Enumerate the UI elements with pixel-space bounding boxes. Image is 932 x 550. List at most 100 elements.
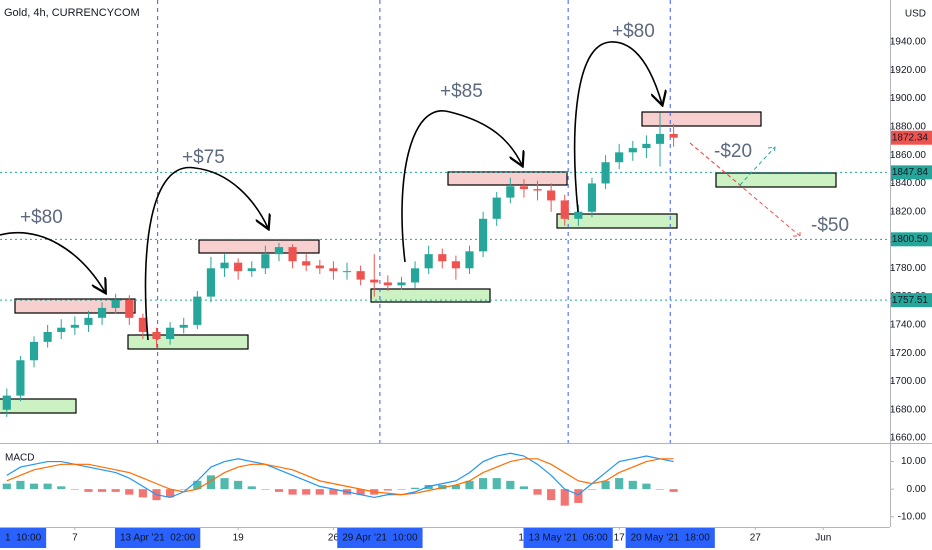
level-label: 1800.50 (892, 234, 929, 245)
candle-body (70, 324, 79, 328)
histogram-bar (234, 480, 243, 490)
histogram-bar (383, 489, 392, 491)
histogram-bar (220, 478, 229, 490)
arrow (0, 232, 105, 292)
histogram-bar (193, 480, 202, 490)
candle-body (29, 341, 39, 361)
level-label: 1757.51 (892, 295, 929, 306)
level-label: 1847.84 (892, 167, 929, 178)
histogram-bar (601, 480, 610, 490)
candle-body (587, 183, 597, 212)
event-label-bg (337, 528, 423, 548)
candle-body (152, 331, 161, 340)
histogram-bar (166, 489, 175, 498)
support-zone (0, 398, 77, 414)
histogram-bar (57, 486, 66, 490)
candle-body (397, 282, 406, 286)
histogram-bar (125, 489, 134, 495)
price-pane (0, 112, 890, 417)
x-tick-label: 7 (72, 533, 78, 544)
histogram-bar (43, 483, 52, 490)
y-tick-label: 1920.00 (890, 65, 927, 76)
y-tick-label: 1680.00 (890, 404, 927, 415)
histogram-bar (138, 489, 147, 498)
level-label-bg (891, 293, 932, 308)
arrow (573, 41, 662, 213)
event-label-bg (625, 528, 715, 548)
histogram-bar (274, 489, 284, 492)
candle-body (97, 307, 107, 318)
x-tick-label: 29 Apr '21 10:00 (342, 533, 418, 544)
candle-body (16, 360, 25, 396)
histogram-bar (247, 486, 256, 490)
candle-body (261, 254, 270, 269)
candle-body (274, 247, 284, 255)
support-zone (370, 288, 491, 303)
histogram-bar (16, 480, 25, 490)
candle-body (179, 324, 188, 328)
arrow (144, 166, 268, 341)
last-price-bg (891, 130, 932, 145)
y-tick-label: 10.00 (901, 456, 926, 467)
x-tick-label: Jun (815, 533, 831, 544)
histogram-bar (533, 489, 542, 495)
histogram-bar (315, 489, 324, 495)
candle-body (655, 133, 665, 144)
candle-body (302, 261, 311, 266)
histogram-bar (615, 478, 624, 490)
projection (689, 142, 801, 237)
candle-body (111, 299, 120, 308)
histogram-bar (70, 489, 79, 490)
histogram-bar (302, 489, 311, 495)
candle-body (601, 162, 610, 184)
currency: USD (905, 9, 926, 20)
histogram-bar (2, 483, 11, 490)
histogram-bar (465, 480, 474, 490)
support-zone (556, 213, 678, 229)
annotation: +$80 (20, 207, 63, 228)
level-label-bg (891, 165, 932, 180)
candle-body (125, 299, 134, 318)
histogram-bar (587, 489, 597, 490)
candle-body (560, 200, 569, 219)
projection (739, 146, 776, 186)
resistance-zone (198, 239, 320, 254)
candle-body (669, 133, 678, 138)
candle-body (234, 262, 243, 272)
candle-body (547, 190, 556, 201)
y-tick-label: 1700.00 (890, 376, 927, 387)
histogram-bar (111, 489, 120, 492)
x-tick-label: 26 (328, 533, 340, 544)
candle-body (206, 268, 216, 297)
histogram-bar (29, 483, 39, 490)
histogram-bar (329, 489, 338, 495)
candle-body (410, 268, 420, 283)
arrows (0, 41, 801, 341)
candle-body (2, 395, 11, 410)
level-label-bg (891, 232, 932, 247)
candle-body (519, 186, 529, 190)
candle-body (574, 211, 583, 219)
histogram-bar (179, 489, 188, 490)
candle-body (220, 262, 229, 269)
x-tick-label: 17 (614, 533, 626, 544)
histogram-bar (288, 489, 297, 495)
event-label-bg (114, 528, 201, 548)
histogram-bar (519, 486, 529, 490)
histogram-bar (479, 478, 488, 490)
x-tick-label: 13 May '21 06:00 (529, 533, 609, 544)
candle-body (342, 271, 352, 273)
candle-body (479, 218, 488, 252)
support-zone (127, 334, 249, 350)
zones (0, 0, 837, 443)
annotation: +$75 (182, 147, 225, 168)
histogram-bar (628, 480, 637, 490)
y-tick-label: 0.00 (907, 484, 927, 495)
candle-body (424, 254, 433, 269)
y-tick-label: 1720.00 (890, 348, 927, 359)
candle-body (138, 317, 147, 332)
y-tick-label: 1840.00 (890, 178, 927, 189)
histogram-bar (397, 489, 406, 490)
x-tick-label: 27 (750, 533, 762, 544)
support-zone (715, 172, 837, 188)
